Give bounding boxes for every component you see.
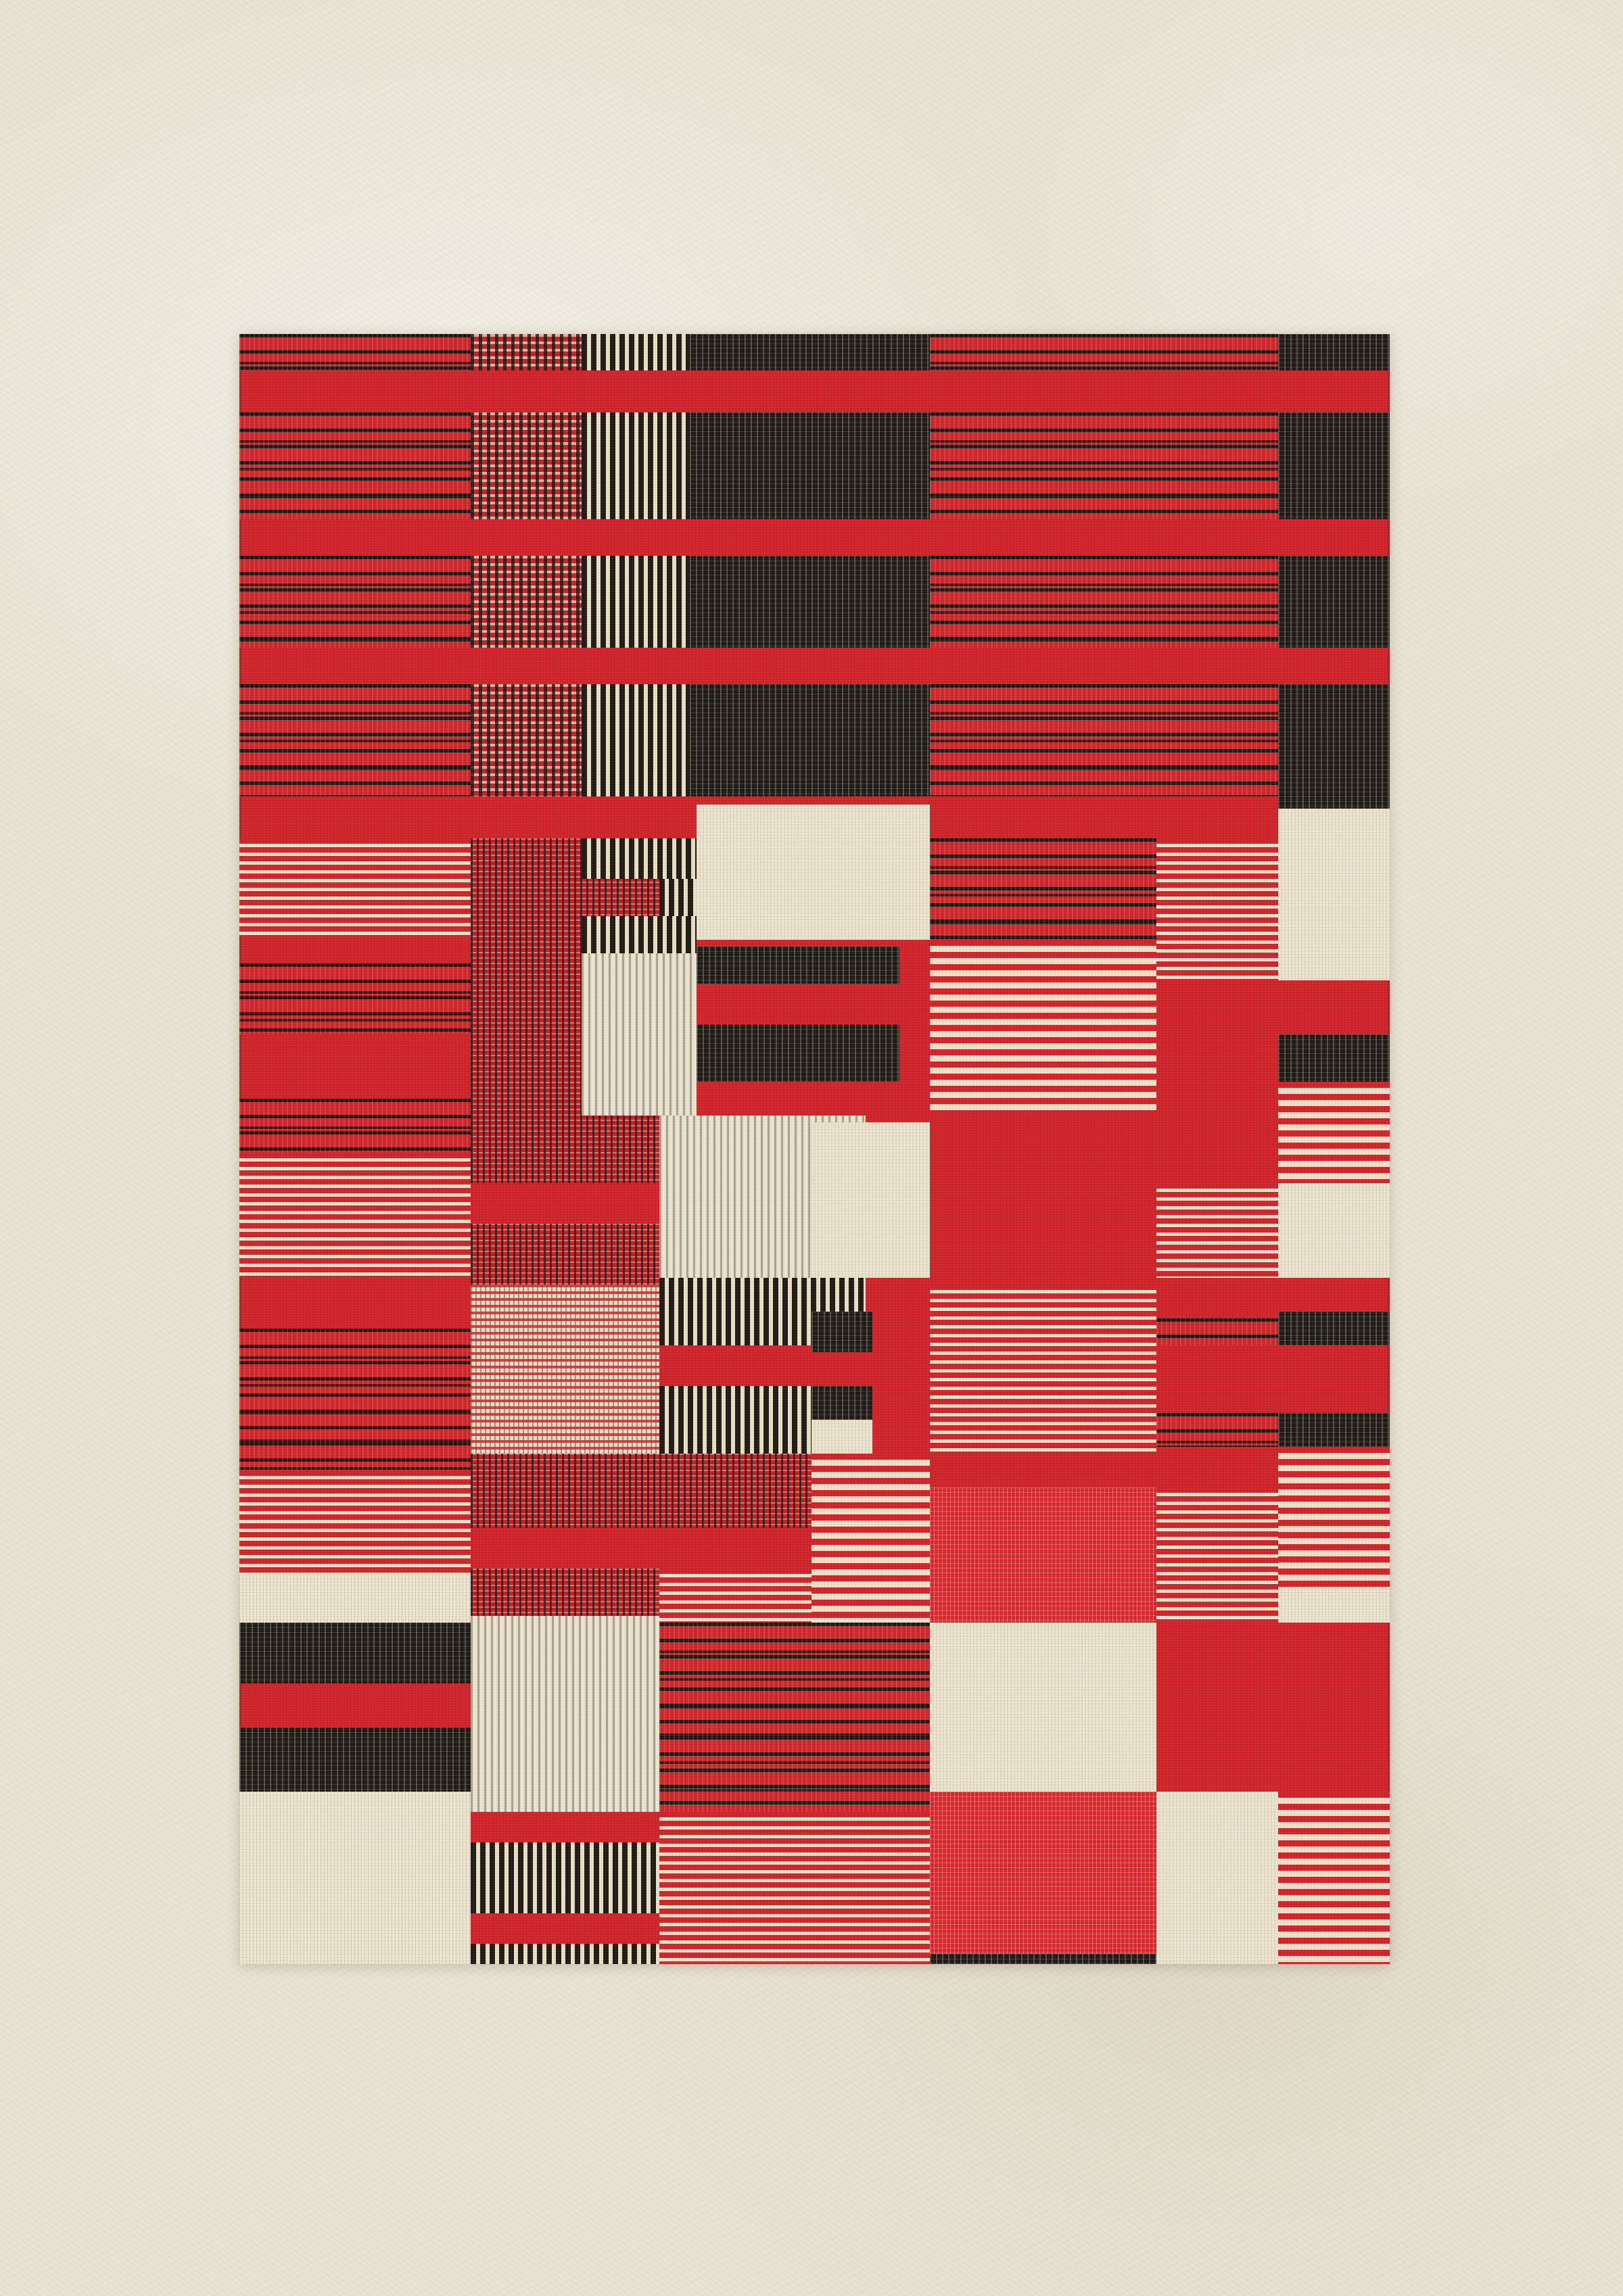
textile-block-crm: [1156, 1792, 1278, 1964]
textile-block-blk: [690, 412, 930, 519]
textile-block-blk: [239, 1727, 471, 1792]
textile-block-hsm: [1278, 1447, 1390, 1589]
textile-block-vbw: [582, 838, 697, 879]
textile-block-hsr: [1156, 1413, 1278, 1447]
textile-block-cd: [471, 412, 582, 519]
textile-block-hsf: [239, 838, 471, 936]
woven-textile-artwork: [239, 334, 1390, 1964]
textile-block-crm: [697, 805, 930, 940]
textile-block-rg: [930, 1792, 1156, 1964]
textile-block-hsr: [1156, 556, 1278, 648]
textile-block-hsf: [239, 1470, 471, 1575]
textile-block-hsr: [1156, 1318, 1278, 1345]
textile-block-hsf: [1156, 1487, 1278, 1623]
textile-block-hsm: [930, 940, 1156, 1116]
textile-block-blk: [697, 947, 899, 984]
textile-block-hsr: [239, 963, 471, 1034]
textile-block-hsr: [930, 412, 1156, 519]
textile-block-crm: [930, 1623, 1156, 1792]
textile-block-hsr: [239, 556, 471, 648]
textile-block-hsr: [659, 1623, 930, 1812]
textile-block-blk: [812, 1312, 872, 1352]
textile-block-blk: [1278, 334, 1390, 370]
textile-block-vbw: [582, 412, 690, 519]
textile-block-vbw: [582, 334, 690, 370]
textile-block-cp: [471, 1569, 659, 1616]
textile-block-hsf: [1156, 838, 1278, 980]
textile-block-cp: [471, 1224, 659, 1285]
textile-block-crm: [239, 1792, 471, 1964]
textile-block-blk: [812, 1386, 872, 1420]
textile-block-hsr: [239, 1099, 471, 1153]
textile-block-blk: [690, 334, 930, 370]
textile-block-hsm: [1278, 1792, 1390, 1964]
textile-block-blk: [690, 684, 930, 796]
textile-block-vbw: [582, 684, 690, 796]
textile-block-crm: [1278, 1183, 1390, 1278]
textile-block-hsr: [1156, 334, 1278, 370]
textile-block-hsr: [239, 684, 471, 796]
textile-block-vbw: [471, 1944, 659, 1964]
textile-block-hsf: [1156, 1183, 1278, 1278]
textile-block-crm: [1278, 1589, 1390, 1623]
textile-block-vrc: [471, 1616, 659, 1812]
textile-block-vbw: [582, 556, 690, 648]
textile-block-blk: [1278, 1413, 1390, 1447]
textile-block-crm: [1278, 809, 1390, 980]
textile-block-hsr: [930, 838, 1156, 940]
textile-block-vbw: [582, 916, 697, 953]
textile-block-cd: [471, 334, 582, 370]
textile-block-crm: [812, 1122, 930, 1278]
textile-block-hsr: [930, 556, 1156, 648]
textile-block-blk: [697, 1024, 899, 1082]
textile-block-cd: [471, 556, 582, 648]
textile-block-hsm: [812, 1454, 930, 1623]
textile-block-pl: [471, 1285, 659, 1454]
textile-block-hsr: [930, 684, 1156, 796]
textile-block-hsr: [239, 334, 471, 370]
textile-block-hsf: [659, 1812, 930, 1964]
textile-block-hsr: [1156, 412, 1278, 519]
textile-block-blk: [1278, 1034, 1390, 1082]
textile-block-hsf: [930, 1285, 1156, 1454]
textile-block-crm: [239, 1575, 471, 1623]
textile-block-cd: [471, 684, 582, 796]
textile-block-hsr: [930, 334, 1156, 370]
textile-block-vrc: [582, 953, 697, 1116]
textile-block-blk: [1278, 1312, 1390, 1345]
textile-block-hsr: [239, 1329, 471, 1470]
textile-block-hsr: [1156, 684, 1278, 796]
textile-block-blk: [1278, 778, 1390, 809]
textile-block-cp: [471, 1454, 659, 1528]
textile-block-vbw: [471, 1842, 659, 1913]
textile-block-hsf: [239, 1153, 471, 1278]
textile-block-hsm: [1278, 1082, 1390, 1183]
textile-block-blk: [1278, 556, 1390, 648]
textile-block-blk: [1278, 412, 1390, 519]
textile-block-blk: [690, 556, 930, 648]
textile-block-hsr: [239, 412, 471, 519]
textile-block-crm: [812, 1420, 872, 1454]
textile-block-blk: [239, 1623, 471, 1683]
textile-block-rg: [930, 1487, 1156, 1623]
